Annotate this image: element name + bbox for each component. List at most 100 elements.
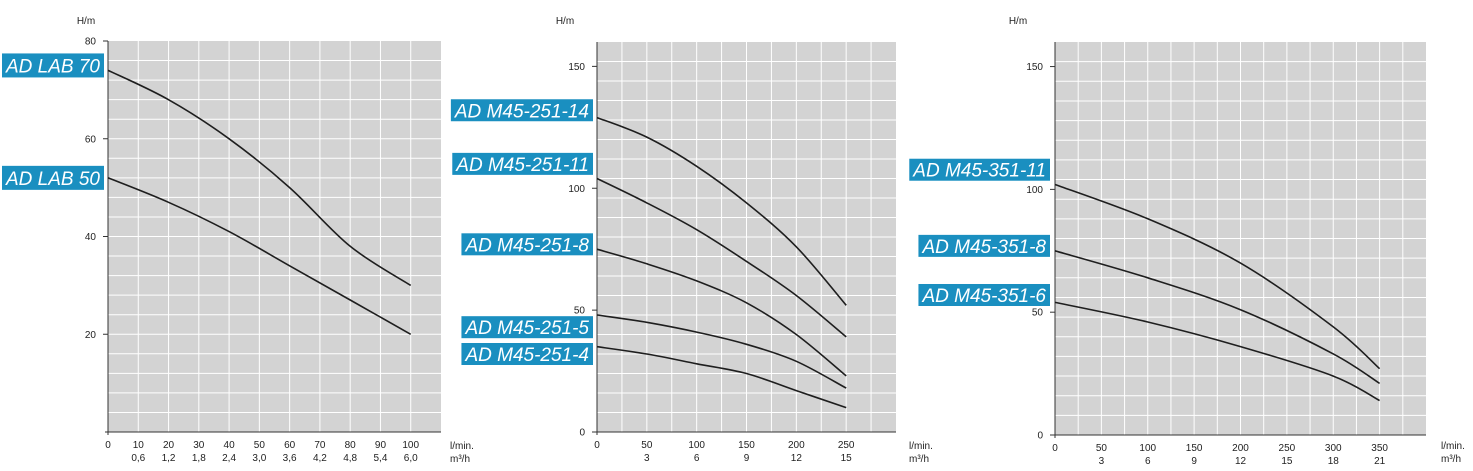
x-tick-label: 40 [224,440,236,451]
series-label: AD M45-251-4 [461,343,593,366]
x-tick-label: 60 [284,440,296,451]
series-line-3 [1054,301,1380,402]
series-label-box [918,283,1050,306]
y-tick-label: 80 [85,37,97,48]
chart-2: 0 50 100 150 0 50 100 150 200 250 3 6 9 12 15 H/m l/min.… [450,16,933,465]
x-tick-label: 300 [1325,443,1342,454]
series-label: AD LAB 70 [2,53,104,78]
series-label: AD M45-251-8 [461,233,593,256]
chart-1: 20 40 60 80 0 10 20 30 40 50 60 70 80 90 100 0,6 1,2 1,8 2… [2,16,474,465]
x-tick-label: 200 [1232,443,1249,454]
x-tick-label: 50 [1096,443,1108,454]
grid [597,42,896,432]
x-tick-label: 10 [133,440,145,451]
y-tick-label: 100 [568,184,585,195]
x2-tick-label: 1,2 [162,453,176,464]
y-tick-label: 0 [579,428,585,439]
series-label: AD LAB 50 [2,165,104,190]
x2-tick-label: 3,0 [252,453,266,464]
x-tick-label: 100 [688,440,705,451]
x-tick-label: 50 [641,440,653,451]
x2-tick-label: 3,6 [283,453,297,464]
series-label: AD M45-351-11 [909,158,1050,182]
y-tick-label: 20 [85,330,97,341]
x-tick-label: 50 [254,440,266,451]
y-axis-label: H/m [1009,16,1027,27]
x-axis-label-2: m³/h [1441,454,1461,465]
x-tick-label: 0 [594,440,600,451]
series-label-box [2,53,104,78]
series-line-1 [107,69,412,287]
series-line-3 [596,248,847,377]
series-line-1 [1054,183,1381,370]
series-label-box [918,234,1050,257]
x-tick-label: 90 [375,440,387,451]
x-tick-label: 20 [163,440,175,451]
x2-tick-label: 5,4 [374,453,388,464]
series-line-2 [107,177,412,335]
series-label-text: AD M45-251-8 [464,235,589,256]
y-axis-label: H/m [556,16,574,27]
series-label: AD M45-351-6 [918,283,1050,307]
series-label-text: AD M45-251-11 [455,155,589,176]
x2-tick-label: 9 [744,453,750,464]
series-label: AD M45-251-11 [452,152,593,176]
y-tick-label: 50 [1032,308,1044,319]
series-label-text: AD LAB 50 [5,169,100,190]
grid [108,41,441,432]
x-tick-label: 0 [105,440,111,451]
x2-tick-label: 3 [644,453,650,464]
x-tick-label: 100 [402,440,419,451]
x2-tick-label: 3 [1099,456,1105,467]
series-label-box [450,99,593,122]
x-tick-label: 100 [1139,443,1156,454]
series-label-text: AD M45-351-6 [921,286,1046,307]
series-label-box [2,165,104,190]
grid [1055,42,1426,435]
x-axis-label: l/min. [909,441,933,452]
y-tick-label: 150 [568,62,585,73]
x2-tick-label: 12 [1235,456,1247,467]
x-tick-label: 200 [788,440,805,451]
x-axis-label: l/min. [1441,441,1465,452]
series-label-box [452,152,593,175]
series-label-box [461,316,593,339]
series-label-text: AD M45-251-5 [464,318,589,339]
x2-tick-label: 12 [791,453,803,464]
series-line-1 [596,116,847,306]
x-tick-label: 0 [1052,443,1058,454]
series-label-box [909,158,1050,181]
y-tick-label: 100 [1026,185,1043,196]
x2-tick-label: 6 [1145,456,1151,467]
x2-tick-label: 18 [1328,456,1340,467]
series-label: AD M45-351-8 [918,234,1050,258]
y-axis-label: H/m [77,16,95,27]
series-label-text: AD M45-251-14 [454,101,589,122]
x2-tick-label: 4,8 [343,453,357,464]
x-axis-label-2: m³/h [909,454,929,465]
x2-tick-label: 0,6 [131,453,145,464]
series-label: AD M45-251-14 [450,99,593,122]
x2-tick-label: 4,2 [313,453,327,464]
x2-tick-label: 6,0 [404,453,418,464]
x-tick-label: 250 [838,440,855,451]
y-tick-label: 60 [85,134,97,145]
x-tick-label: 80 [345,440,357,451]
series-label: AD M45-251-5 [461,316,593,339]
x2-tick-label: 9 [1191,456,1197,467]
x2-tick-label: 21 [1374,456,1386,467]
x2-tick-label: 15 [841,453,853,464]
x-tick-label: 70 [314,440,326,451]
x-tick-label: 150 [738,440,755,451]
y-tick-label: 150 [1026,62,1043,73]
x2-tick-label: 1,8 [192,453,206,464]
series-label-text: AD M45-351-11 [912,161,1046,182]
series-line-2 [596,177,847,338]
x-tick-label: 350 [1371,443,1388,454]
y-tick-label: 0 [1037,431,1043,442]
series-label-box [461,233,593,256]
x-axis-label-2: m³/h [450,454,470,465]
series-label-text: AD M45-251-4 [464,345,589,366]
series-label-text: AD M45-351-8 [921,237,1046,258]
